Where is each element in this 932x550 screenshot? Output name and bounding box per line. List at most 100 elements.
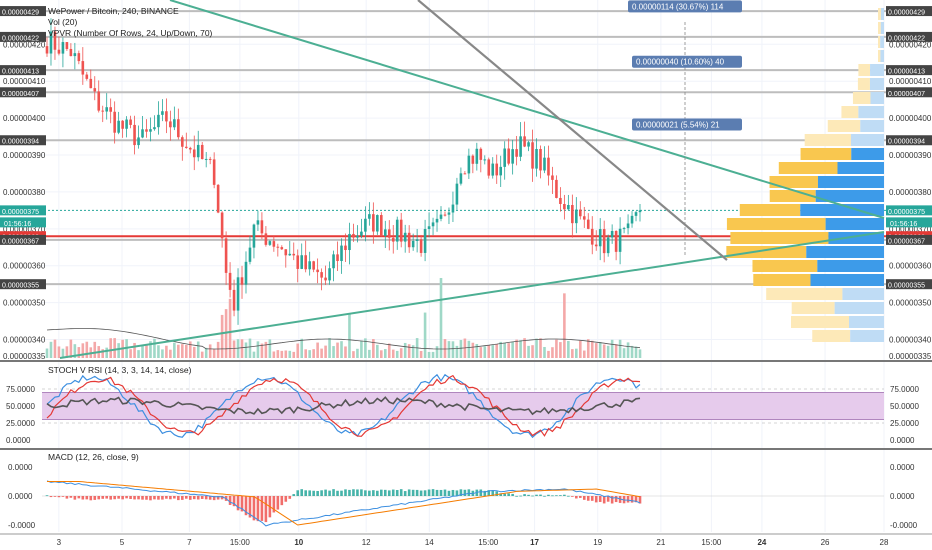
macd-histogram-bar [387,490,391,496]
macd-histogram-bar [487,490,491,496]
candle-body [348,233,351,251]
candle-body [69,48,73,57]
macd-histogram-bar [45,495,49,497]
macd-histogram-bar [555,495,558,497]
macd-histogram-bar [439,489,443,496]
time-tick-label: 7 [187,538,192,547]
macd-histogram-bar [364,490,367,496]
volume-bar [535,338,538,358]
macd-histogram-bar [153,496,156,500]
macd-histogram-bar [157,496,160,500]
candle-body [57,49,61,54]
trend-line-gray[interactable] [417,0,728,261]
price-level-badge [0,31,46,42]
volume-bar [284,350,288,358]
macd-histogram-bar [300,489,304,496]
volume-bar [555,339,558,358]
price-level-badge [886,279,932,290]
price-level-badge-text: 0.00000407 [888,91,925,98]
candle-body [439,214,443,219]
candle-body [89,78,93,89]
macd-histogram-bar [499,493,503,496]
candle-body [65,42,69,49]
candle-body [256,220,260,225]
macd-histogram-bar [415,489,419,496]
candle-body [284,249,288,256]
trend-lines[interactable]: 0.00000114 (30.67%) 114 0.00000040 (10.60… [59,0,885,359]
candle-body [81,61,85,75]
price-level-badge [0,279,46,290]
volume-bar [395,350,399,358]
macd-histogram-bar [137,496,140,500]
volume-bar [117,343,120,358]
candle-body [626,223,630,229]
candle-body [427,226,431,229]
volume-bar [638,349,642,358]
macd-histogram-bar [61,496,65,497]
candle-body [614,230,618,252]
macd-histogram-bar [324,489,327,496]
volume-bar [626,342,630,358]
volume-bar [57,346,61,358]
rsi-line [46,396,641,416]
macd-histogram-bar [192,496,196,500]
macd-histogram-bar [145,496,148,500]
volume-ma-line [46,328,641,350]
vpvr-row-up [878,50,881,62]
trend-line-ascending[interactable] [59,231,885,359]
macd-histogram-bar [165,496,168,499]
volume-bar [435,346,439,358]
volume-bar [272,351,276,358]
candle-body [204,158,208,160]
volume-bar [582,350,586,358]
stoch-tick-label-right: 50.0000 [890,402,919,411]
volume-bar [240,339,244,358]
vpvr-row-up [878,36,881,48]
vpvr-row-down [860,120,884,132]
macd-histogram-bar [590,496,594,501]
candle-body [117,120,120,133]
macd-histogram-bar [455,490,459,496]
price-tick-label-right: 0.00000360 [889,262,932,271]
price-level-badge [886,31,932,42]
price-level-badge-text: 0.00000413 [2,69,39,76]
price-level-badge-text: 0.00000422 [2,35,39,42]
volume-bar [173,342,176,358]
candle-body [527,142,530,147]
candle-body [45,46,49,54]
macd-histogram-bar [443,489,447,496]
candle-body [519,136,522,157]
macd-histogram-bar [571,496,574,497]
macd-histogram-bar [73,496,77,500]
candle-body [308,261,311,270]
candle-body [391,237,395,242]
time-tick-label: 17 [530,538,539,547]
macd-histogram-bar [109,496,112,500]
candle-body [594,244,598,247]
macd-histogram-bar [260,496,264,521]
price-tick-label-left: 0.00000340 [3,336,46,345]
macd-histogram-bar [610,496,614,504]
volume-bar [77,347,81,358]
volume-bar [467,340,471,358]
candle-body [511,149,514,164]
volume-bar [543,346,546,358]
vpvr-row-up [878,8,881,20]
macd-histogram-bar [376,490,379,496]
volume-bar [161,349,164,358]
macd-histogram-bar [101,496,105,499]
volume-bar [256,341,260,358]
price-level-badge [886,234,932,245]
vpvr-row-down [880,22,884,34]
trend-line-descending[interactable] [169,0,885,219]
volume-bar [308,350,311,358]
time-tick-label: 5 [120,538,125,547]
macd-histogram-bar [467,489,471,496]
macd-histogram-bar [403,491,407,496]
macd-histogram-bar [65,496,69,499]
volume-bar [73,344,77,358]
stoch-tick-label-left: 75.0000 [6,385,35,394]
candle-body [344,245,347,251]
volume-bar [419,350,423,358]
